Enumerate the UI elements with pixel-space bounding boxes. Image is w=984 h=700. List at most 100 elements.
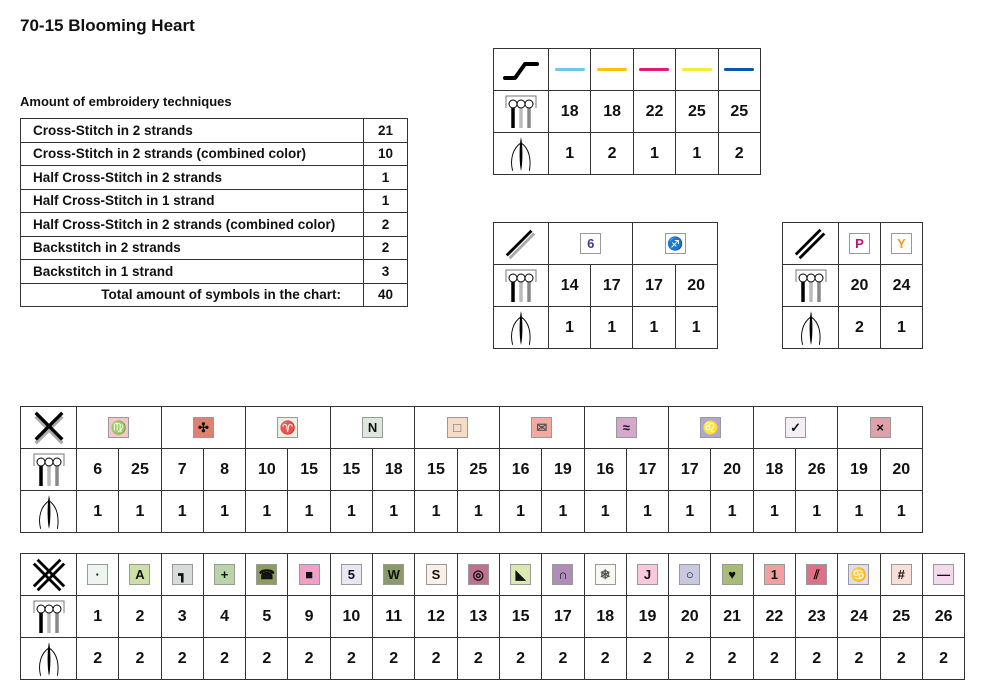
total-count: 40 xyxy=(363,282,408,307)
thread-number: 20 xyxy=(710,448,754,491)
symbol-cell: Y xyxy=(880,222,923,265)
strand-count: 1 xyxy=(329,490,374,533)
half-cross-gray-icon xyxy=(502,225,540,263)
symbol-cell: S xyxy=(414,553,458,596)
strand-count: 2 xyxy=(245,637,289,680)
thread-number: 25 xyxy=(717,90,761,133)
symbol-cell: ✉ xyxy=(498,406,585,449)
thread-number-icon xyxy=(32,452,66,488)
strands-needle-icon xyxy=(507,134,535,174)
backstitch-line-cell xyxy=(717,48,761,91)
technique-count: 1 xyxy=(363,165,408,190)
strand-count: 1 xyxy=(202,490,247,533)
techniques-table: Cross-Stitch in 2 strands 21 Cross-Stitch … xyxy=(20,118,408,307)
thread-number: 25 xyxy=(879,595,923,638)
strands-needle-icon xyxy=(35,492,63,532)
thread-number: 19 xyxy=(541,448,585,491)
thread-number: 18 xyxy=(752,448,797,491)
strand-count: 2 xyxy=(118,637,162,680)
strand-count: 1 xyxy=(795,490,839,533)
symbol-cell: × xyxy=(837,406,923,449)
thread-number: 24 xyxy=(837,595,881,638)
strand-count: 1 xyxy=(547,132,592,175)
strand-count: 1 xyxy=(632,306,676,349)
thread-number: 10 xyxy=(329,595,374,638)
thread-number: 15 xyxy=(498,595,543,638)
thread-number: 4 xyxy=(202,595,247,638)
strand-count: 1 xyxy=(590,306,634,349)
symbol-cell: ❄ xyxy=(583,553,627,596)
thread-number-icon-cell xyxy=(782,264,839,307)
chart-symbol: ◣ xyxy=(510,564,532,585)
thread-number: 21 xyxy=(710,595,754,638)
strand-count: 1 xyxy=(674,306,718,349)
chart-symbol: ♈ xyxy=(277,417,299,438)
backstitch-line xyxy=(724,67,755,71)
thread-number: 8 xyxy=(202,448,247,491)
thread-number: 18 xyxy=(547,90,592,133)
strand-count: 1 xyxy=(583,490,627,533)
cross-combined-key-table: ♍ ✣ ♈ N □ ✉ ≈ ♌ ✓ × 6 25 7 8 10 15 15 18 15 25 16 19 16 17 17 20 1… xyxy=(20,406,923,533)
strand-count: 2 xyxy=(583,637,627,680)
symbol-cell: ◣ xyxy=(498,553,543,596)
strands-needle-icon-cell xyxy=(493,132,549,175)
technique-count: 2 xyxy=(363,212,408,237)
technique-row: Cross-Stitch in 2 strands (combined colo… xyxy=(20,141,408,166)
symbol-cell: P xyxy=(838,222,881,265)
strands-needle-icon-cell xyxy=(20,637,77,680)
thread-number: 5 xyxy=(245,595,289,638)
thread-number: 11 xyxy=(372,595,416,638)
strand-count: 2 xyxy=(75,637,120,680)
strand-count: 1 xyxy=(118,490,162,533)
backstitch-line-cell xyxy=(632,48,677,91)
thread-number: 17 xyxy=(668,448,712,491)
backstitch-line xyxy=(597,67,628,71)
techniques-heading: Amount of embroidery techniques xyxy=(20,94,232,109)
chart-symbol: W xyxy=(383,564,405,585)
thread-number: 7 xyxy=(160,448,204,491)
technique-row: Backstitch in 2 strands 2 xyxy=(20,235,408,260)
cross-stitch-gray-icon xyxy=(30,409,68,447)
thread-number: 26 xyxy=(921,595,966,638)
strand-count: 1 xyxy=(632,132,677,175)
symbol-cell: · xyxy=(75,553,120,596)
page-title: 70-15 Blooming Heart xyxy=(20,16,195,35)
thread-number: 25 xyxy=(456,448,500,491)
backstitch-icon xyxy=(501,58,541,82)
half-cross-gray-icon-cell xyxy=(493,222,549,265)
chart-symbol: ☎ xyxy=(256,564,278,585)
backstitch-line-cell xyxy=(590,48,634,91)
backstitch-line-cell xyxy=(675,48,719,91)
technique-label: Backstitch in 1 strand xyxy=(20,259,364,284)
thread-number: 15 xyxy=(414,448,458,491)
cross-stitch-gray-icon-cell xyxy=(20,406,77,449)
strand-count: 1 xyxy=(837,490,881,533)
symbol-cell: ♍ xyxy=(76,406,162,449)
thread-number: 3 xyxy=(160,595,204,638)
symbol-cell: # xyxy=(879,553,923,596)
chart-symbol: J xyxy=(637,564,658,585)
thread-number: 19 xyxy=(837,448,881,491)
thread-number-icon-cell xyxy=(20,595,77,638)
chart-symbol: ⫽ xyxy=(806,564,828,585)
chart-symbol: # xyxy=(890,564,912,585)
symbol-cell: ⫽ xyxy=(795,553,839,596)
thread-number: 9 xyxy=(287,595,331,638)
thread-number: 20 xyxy=(668,595,712,638)
backstitch-line xyxy=(681,67,712,71)
thread-number: 20 xyxy=(879,448,923,491)
thread-number: 14 xyxy=(547,264,592,307)
technique-label: Cross-Stitch in 2 strands (combined colo… xyxy=(20,141,364,166)
symbol-cell: ✓ xyxy=(752,406,839,449)
strand-count: 1 xyxy=(372,490,416,533)
total-label: Total amount of symbols in the chart: xyxy=(20,282,364,307)
symbol-cell: ☎ xyxy=(245,553,289,596)
cross-stitch-icon xyxy=(30,556,68,594)
symbol-cell: 5 xyxy=(329,553,374,596)
strand-count: 1 xyxy=(414,490,458,533)
strand-count: 1 xyxy=(160,490,204,533)
half-cross-key-table: P Y 20 24 2 1 xyxy=(782,222,923,349)
strand-count: 2 xyxy=(717,132,761,175)
thread-number-icon xyxy=(794,268,828,304)
chart-symbol: ■ xyxy=(298,564,320,585)
